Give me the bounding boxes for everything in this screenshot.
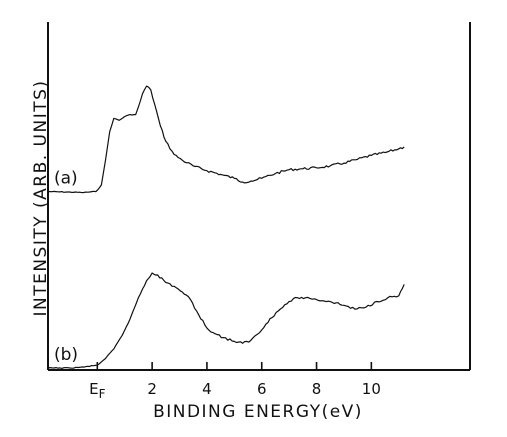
series-label-b: (b): [54, 345, 78, 365]
curve-labels-group: (a) (b): [54, 169, 78, 365]
x-tick-label: 2: [147, 380, 157, 398]
x-tick-label: 6: [257, 380, 267, 398]
series-line-b: [47, 272, 405, 369]
x-ticks-group: [96, 362, 373, 370]
y-axis-title: INTENSITY (ARB. UNITS): [31, 79, 51, 316]
x-tick-label: EF: [89, 380, 105, 401]
x-tick-label: 4: [202, 380, 212, 398]
series-line-a: [48, 85, 405, 194]
x-tick-labels-group: EF 2 4 6 8 10: [89, 380, 381, 401]
x-tick-label-subscript: F: [99, 387, 106, 401]
curves-group: [47, 85, 405, 369]
series-label-a: (a): [54, 169, 78, 189]
x-tick-label: 8: [312, 380, 322, 398]
x-tick-label: 10: [362, 380, 381, 398]
x-axis-title: BINDING ENERGY(eV): [153, 402, 363, 422]
